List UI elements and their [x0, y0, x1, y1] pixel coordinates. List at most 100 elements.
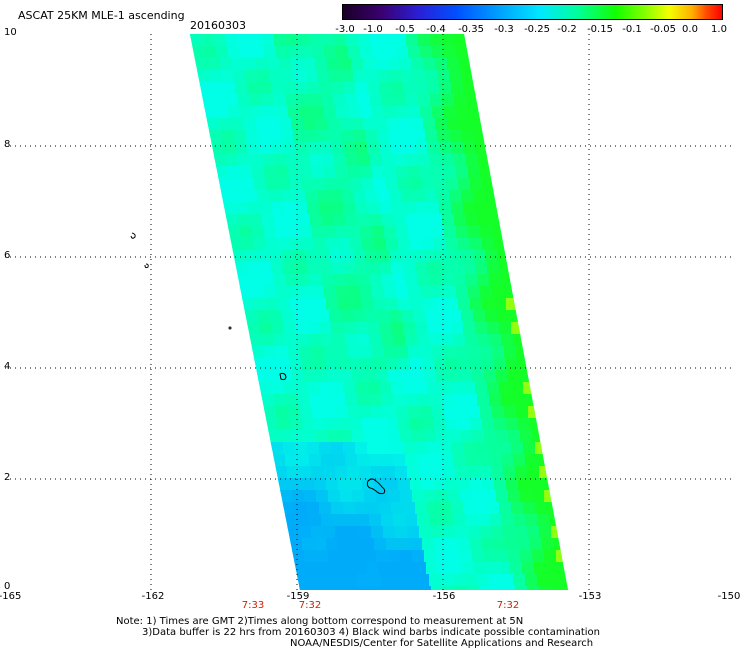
swath-cell: [400, 370, 413, 383]
swath-cell: [549, 514, 562, 527]
swath-cell: [257, 190, 270, 203]
swath-cell: [334, 154, 347, 167]
swath-cell: [419, 466, 432, 479]
swath-cell: [238, 34, 251, 47]
swath-cell: [376, 430, 389, 443]
swath-cell: [468, 166, 481, 179]
swath-cell: [537, 454, 550, 467]
swath-cell: [401, 130, 414, 143]
swath-cell: [292, 490, 305, 503]
swath-cell: [259, 442, 272, 455]
swath-cell: [453, 454, 466, 467]
swath-cell: [353, 70, 366, 83]
swath-cell: [423, 118, 436, 131]
swath-cell: [484, 430, 497, 443]
swath-cell: [280, 550, 293, 563]
swath-cell: [197, 70, 210, 83]
swath-cell: [496, 370, 509, 383]
swath-cell: [479, 526, 492, 539]
swath-cell: [312, 106, 325, 119]
swath-cell: [503, 586, 516, 590]
swath-cell: [506, 418, 519, 431]
swath-cell: [447, 58, 460, 71]
swath-cell: [381, 274, 394, 287]
swath-cell: [288, 226, 301, 239]
swath-cell: [336, 346, 349, 359]
swath-cell: [376, 370, 389, 383]
swath-cell: [362, 298, 375, 311]
swath-cell: [399, 118, 412, 131]
swath-cell: [451, 202, 464, 215]
swath-cell: [326, 298, 339, 311]
swath-cell: [472, 550, 485, 563]
swath-cell: [348, 226, 361, 239]
swath-cell: [546, 562, 559, 575]
swath-cell: [360, 226, 373, 239]
colorbar-label: -0.35: [458, 24, 484, 35]
swath-cell: [431, 586, 444, 590]
swath-cell: [307, 142, 320, 155]
swath-cell: [223, 262, 236, 275]
swath-cell: [299, 526, 312, 539]
swath-cell: [396, 166, 409, 179]
swath-cell: [266, 178, 279, 191]
swath-cell: [462, 562, 475, 575]
swath-cell: [335, 586, 348, 590]
swath-cell: [386, 538, 399, 551]
swath-cell: [480, 226, 493, 239]
swath-cell: [276, 106, 289, 119]
swath-cell: [347, 466, 360, 479]
swath-cell: [473, 310, 486, 323]
swath-cell: [412, 490, 425, 503]
swath-cell: [219, 58, 232, 71]
swath-cell: [257, 130, 270, 143]
swath-cell: [221, 190, 234, 203]
swath-cell: [312, 286, 325, 299]
swath-cell: [326, 478, 339, 491]
swath-cell: [384, 286, 397, 299]
swath-cell: [350, 418, 363, 431]
swath-cell: [453, 394, 466, 407]
swath-cell: [259, 202, 272, 215]
swath-cell: [334, 94, 347, 107]
swath-cell: [475, 502, 488, 515]
swath-cell: [252, 286, 265, 299]
swath-cell: [304, 550, 317, 563]
swath-cell: [506, 358, 519, 371]
swath-cell: [398, 478, 411, 491]
swath-cell: [372, 166, 385, 179]
swath-cell: [418, 34, 431, 47]
swath-cell: [394, 154, 407, 167]
swath-cell: [391, 262, 404, 275]
swath-cell: [405, 454, 418, 467]
swath-cell: [269, 130, 282, 143]
swath-cell: [403, 202, 416, 215]
swath-cell: [271, 322, 284, 335]
swath-cell: [384, 46, 397, 59]
note-line-2: 3)Data buffer is 22 hrs from 20160303 4)…: [142, 627, 600, 638]
swath-cell: [353, 190, 366, 203]
swath-cell: [346, 154, 359, 167]
swath-cell: [472, 430, 485, 443]
swath-cell: [497, 250, 510, 263]
swath-cell: [304, 430, 317, 443]
swath-cell: [403, 322, 416, 335]
swath-cell: [477, 394, 490, 407]
swath-cell: [391, 142, 404, 155]
swath-cell: [359, 526, 372, 539]
swath-cell: [376, 490, 389, 503]
swath-cell: [357, 274, 370, 287]
swath-cell: [343, 202, 356, 215]
swath-cell: [389, 190, 402, 203]
swath-cell: [441, 454, 454, 467]
swath-cell: [261, 274, 274, 287]
swath-cell: [264, 226, 277, 239]
swath-cell: [490, 214, 503, 227]
swath-cell: [371, 466, 384, 479]
swath-cell: [278, 418, 291, 431]
swath-cell: [278, 238, 291, 251]
colorbar-label: 1.0: [711, 24, 727, 35]
swath-cell: [509, 310, 522, 323]
swath-cell: [309, 454, 322, 467]
swath-cell: [465, 454, 478, 467]
